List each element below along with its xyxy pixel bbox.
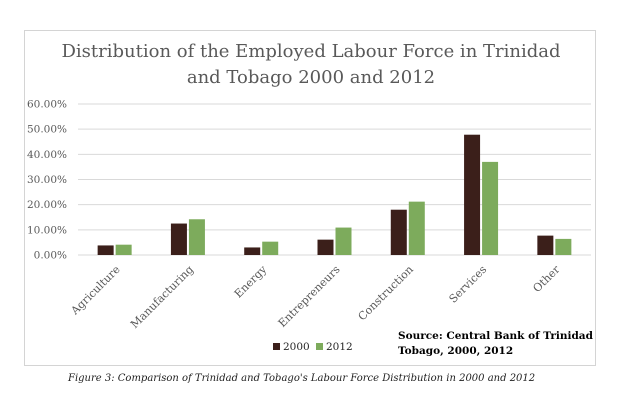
- bar-2012-manufacturing: [188, 219, 205, 255]
- x-tick-label: Services: [447, 263, 490, 306]
- y-tick-label: 40.00%: [27, 149, 67, 161]
- bar-2000-manufacturing: [170, 223, 187, 255]
- y-tick-label: 60.00%: [27, 99, 67, 111]
- bar-2012-services: [482, 161, 499, 255]
- x-tick-label: Manufacturing: [128, 263, 196, 331]
- bar-2000-construction: [390, 209, 407, 255]
- x-tick-label: Agriculture: [68, 263, 123, 318]
- chart-title-line-1: Distribution of the Employed Labour Forc…: [61, 41, 560, 62]
- x-tick-label: Energy: [232, 262, 270, 300]
- legend-swatch-2000: [273, 343, 280, 350]
- bar-2000-agriculture: [97, 245, 114, 255]
- bar-2000-services: [464, 134, 481, 255]
- legend-label-2012: 2012: [326, 341, 353, 353]
- x-tick-label: Construction: [356, 263, 416, 323]
- chart-frame: Distribution of the Employed Labour Forc…: [24, 30, 597, 366]
- y-tick-label: 20.00%: [27, 199, 67, 211]
- source-note-line-1: Source: Central Bank of Trinidad and: [398, 330, 597, 342]
- bar-2000-other: [537, 235, 554, 255]
- bar-2000-energy: [244, 247, 261, 255]
- legend-swatch-2012: [316, 343, 323, 350]
- legend-label-2000: 2000: [283, 341, 310, 353]
- bar-2000-entrepreneurs: [317, 239, 334, 255]
- y-tick-label: 30.00%: [27, 174, 67, 186]
- figure-caption: Figure 3: Comparison of Trinidad and Tob…: [68, 373, 536, 384]
- y-tick-label: 50.00%: [27, 124, 67, 136]
- bar-2012-other: [555, 238, 572, 255]
- bar-2012-agriculture: [115, 244, 132, 255]
- bar-2012-entrepreneurs: [335, 227, 352, 255]
- bar-2012-construction: [408, 201, 425, 255]
- y-tick-label: 0.00%: [34, 250, 67, 262]
- x-tick-label: Entrepreneurs: [276, 263, 343, 330]
- y-tick-label: 10.00%: [27, 224, 67, 236]
- x-tick-label: Other: [530, 262, 563, 295]
- chart: Distribution of the Employed Labour Forc…: [27, 41, 597, 357]
- chart-title-line-2: and Tobago 2000 and 2012: [187, 67, 435, 88]
- source-note-line-2: Tobago, 2000, 2012: [398, 345, 513, 357]
- bar-2012-energy: [262, 241, 279, 255]
